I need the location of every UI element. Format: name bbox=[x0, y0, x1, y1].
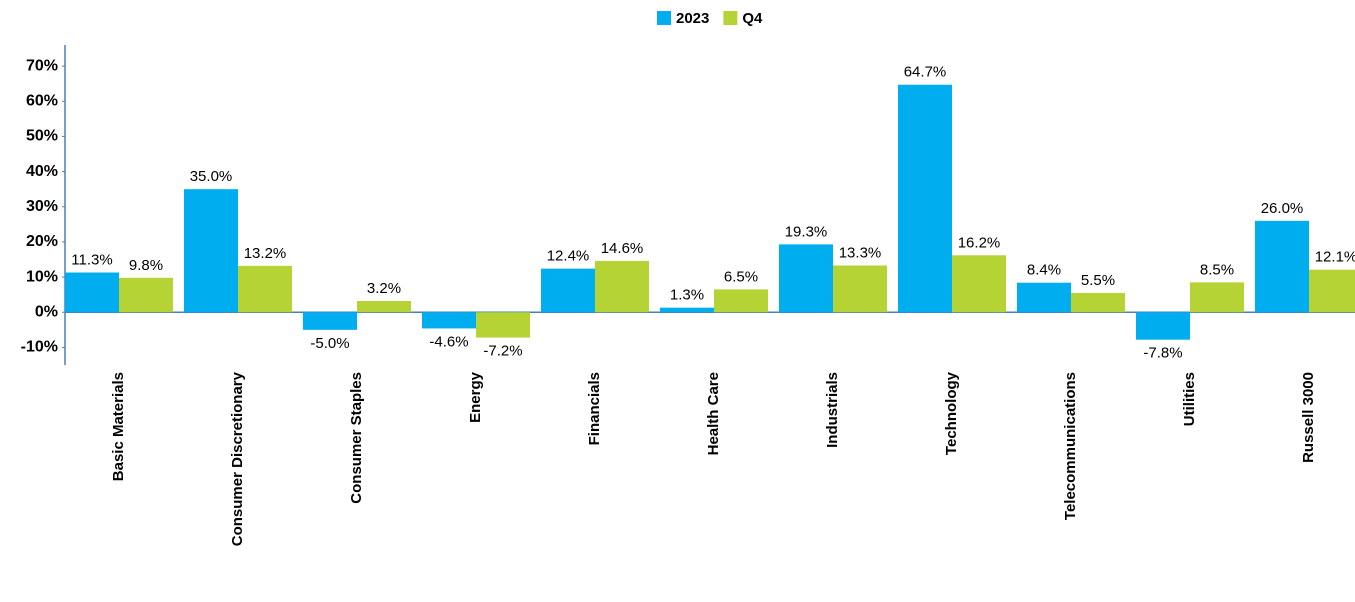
y-tick-label: 10% bbox=[26, 268, 58, 285]
bar bbox=[357, 301, 411, 313]
bar bbox=[1071, 292, 1125, 313]
x-tick-label: Financials bbox=[586, 372, 603, 445]
x-tick-label: Health Care bbox=[705, 372, 722, 455]
data-label: 8.4% bbox=[1027, 262, 1061, 279]
data-label: 35.0% bbox=[190, 168, 233, 185]
y-tick-label: -10% bbox=[21, 339, 58, 356]
data-label: 19.3% bbox=[785, 223, 828, 240]
bar bbox=[1255, 220, 1309, 313]
x-tick-label: Basic Materials bbox=[110, 372, 127, 481]
data-label: -7.8% bbox=[1143, 345, 1182, 362]
x-tick-label: Consumer Discretionary bbox=[229, 371, 246, 546]
y-tick-label: 70% bbox=[26, 57, 58, 74]
bar bbox=[714, 289, 768, 313]
y-tick-label: 50% bbox=[26, 128, 58, 145]
legend-swatch bbox=[657, 11, 671, 25]
data-label: 5.5% bbox=[1081, 272, 1115, 289]
y-tick-label: 30% bbox=[26, 198, 58, 215]
bar bbox=[541, 268, 595, 313]
x-tick-label: Russell 3000 bbox=[1300, 372, 1317, 463]
bar bbox=[119, 277, 173, 313]
legend-swatch bbox=[723, 11, 738, 25]
data-label: -7.2% bbox=[483, 343, 522, 360]
bar bbox=[65, 272, 119, 313]
x-tick-label: Consumer Staples bbox=[348, 372, 365, 504]
bar bbox=[184, 189, 238, 313]
bar bbox=[303, 312, 357, 330]
bar bbox=[1136, 312, 1190, 340]
data-label: 12.1% bbox=[1315, 249, 1355, 266]
data-label: 14.6% bbox=[601, 240, 644, 257]
data-label: -5.0% bbox=[310, 335, 349, 352]
y-tick-label: 40% bbox=[26, 163, 58, 180]
data-label: 8.5% bbox=[1200, 261, 1234, 278]
data-label: 13.2% bbox=[244, 245, 287, 262]
data-label: 64.7% bbox=[904, 64, 947, 81]
bar bbox=[1190, 282, 1244, 313]
data-label: 9.8% bbox=[129, 257, 163, 274]
bar bbox=[422, 312, 476, 329]
x-tick-label: Energy bbox=[467, 371, 484, 423]
data-label: 26.0% bbox=[1261, 200, 1304, 217]
bar bbox=[779, 244, 833, 313]
y-tick-label: 60% bbox=[26, 92, 58, 109]
bar bbox=[833, 265, 887, 313]
bar bbox=[1309, 269, 1355, 313]
y-tick-label: 20% bbox=[26, 233, 58, 250]
data-label: 12.4% bbox=[547, 248, 590, 265]
x-tick-label: Utilities bbox=[1181, 372, 1198, 426]
bar bbox=[1017, 282, 1071, 313]
data-label: 16.2% bbox=[958, 234, 1001, 251]
x-tick-label: Telecommunications bbox=[1062, 372, 1079, 520]
bar bbox=[952, 255, 1006, 313]
data-label: 13.3% bbox=[839, 244, 882, 261]
x-tick-label: Technology bbox=[943, 371, 960, 455]
bar bbox=[660, 307, 714, 313]
legend-label: Q4 bbox=[742, 10, 763, 27]
data-label: 6.5% bbox=[724, 268, 758, 285]
data-label: 1.3% bbox=[670, 287, 704, 304]
x-tick-label: Industrials bbox=[824, 372, 841, 448]
data-label: -4.6% bbox=[429, 333, 468, 350]
bar bbox=[898, 84, 952, 313]
bar bbox=[476, 312, 530, 338]
legend-label: 2023 bbox=[676, 10, 709, 27]
data-label: 3.2% bbox=[367, 280, 401, 297]
bar bbox=[595, 260, 649, 313]
data-label: 11.3% bbox=[71, 251, 112, 268]
y-tick-label: 0% bbox=[35, 303, 58, 320]
bar bbox=[238, 265, 292, 313]
